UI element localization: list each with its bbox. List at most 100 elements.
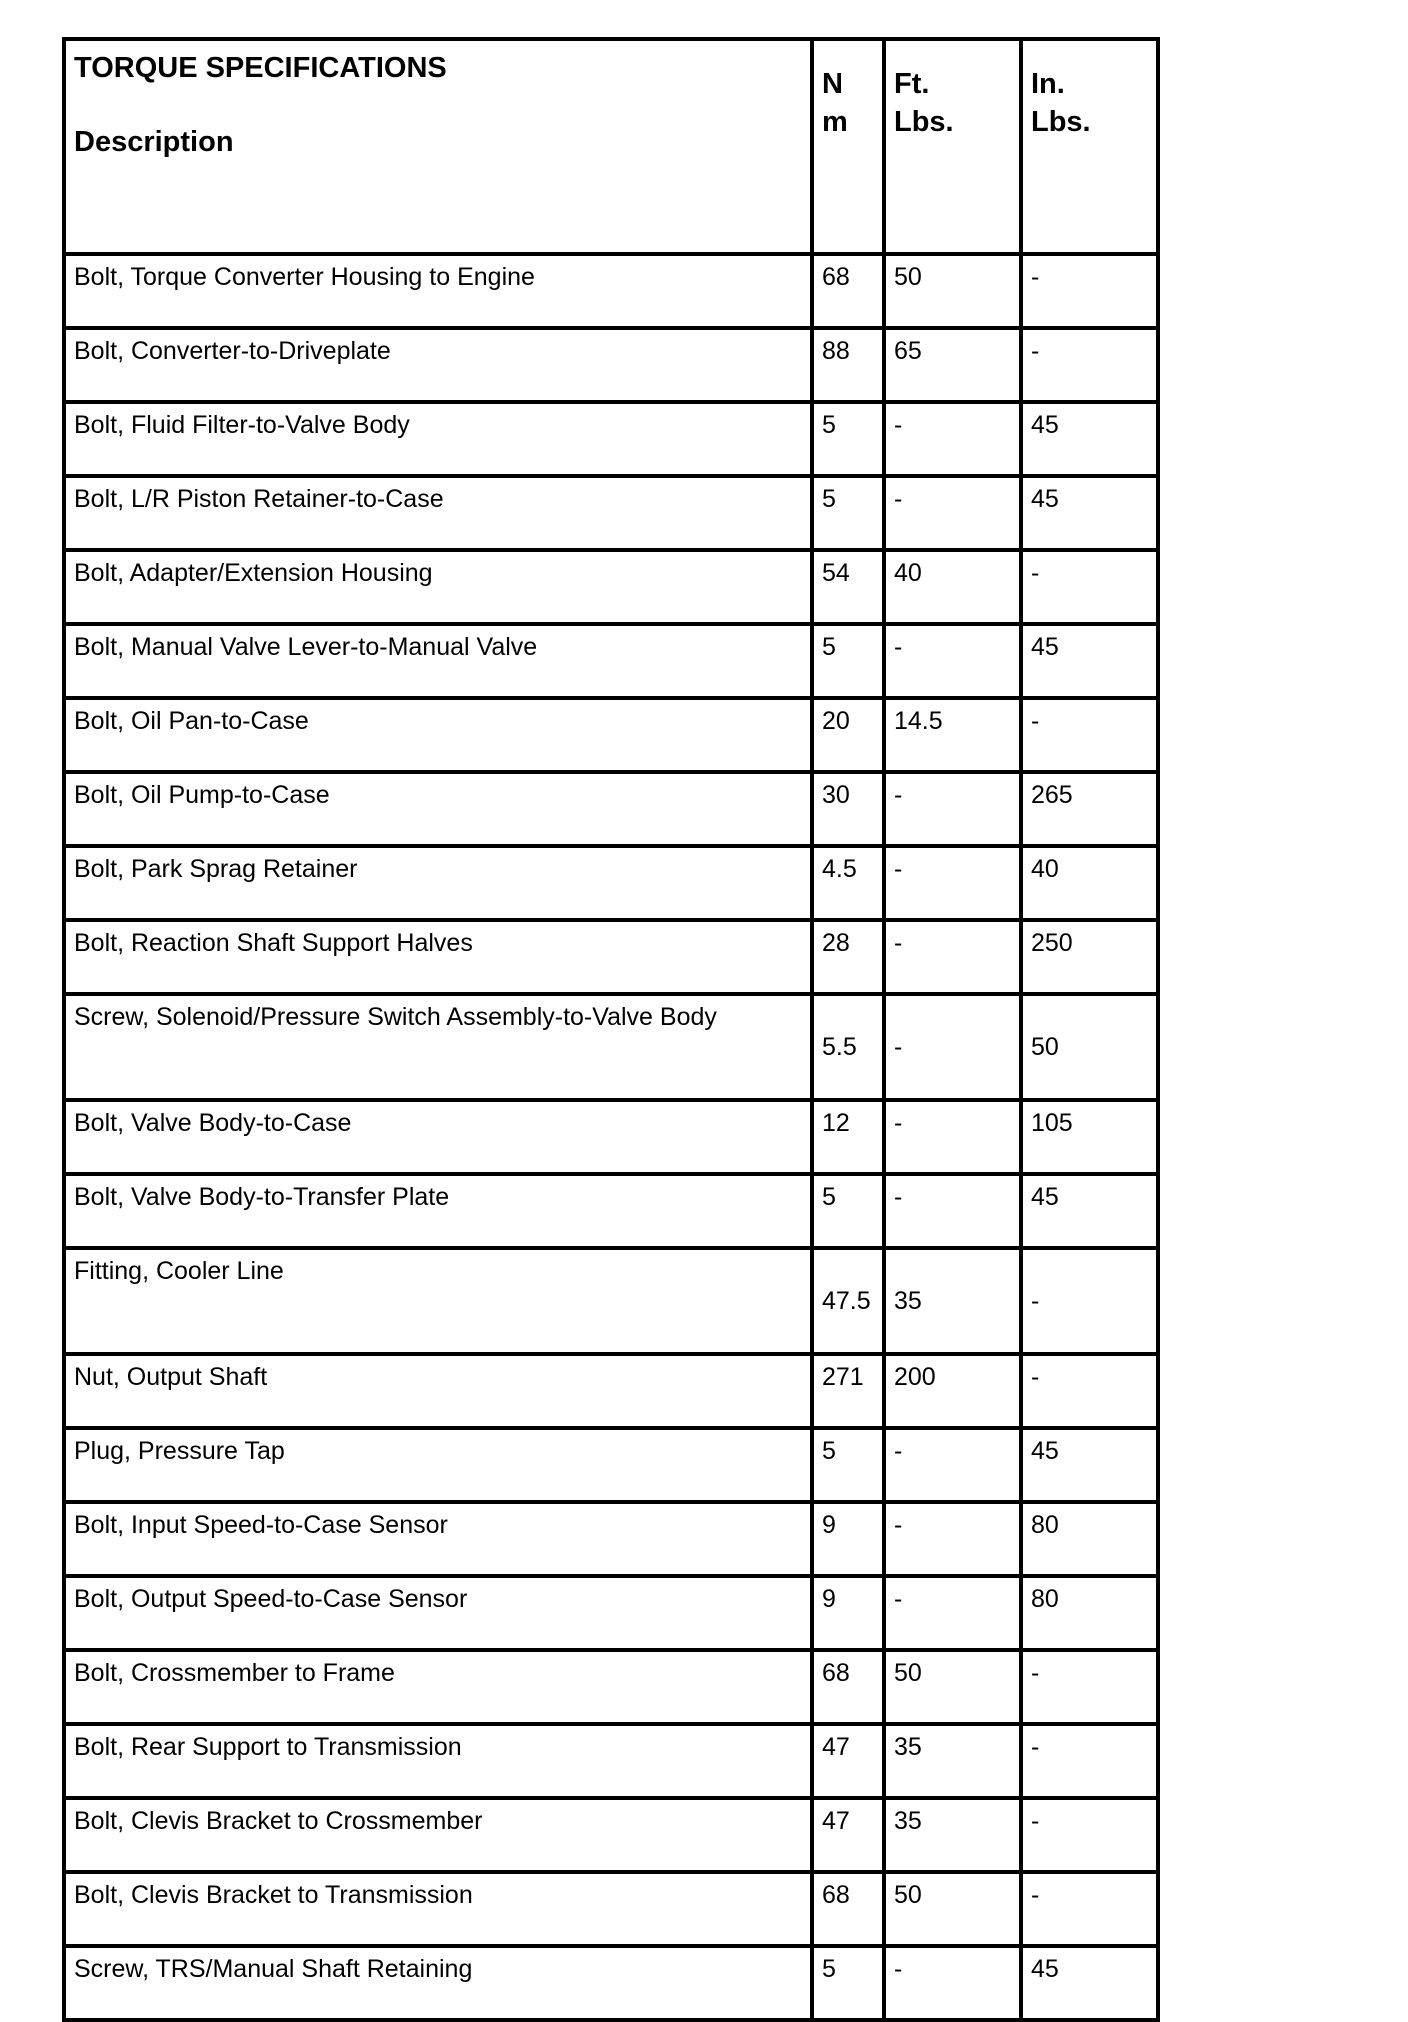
table-row: Screw, TRS/Manual Shaft Retaining 5-45 — [62, 1944, 1160, 2022]
nm-cell: 47.5 — [810, 1246, 886, 1356]
nm-cell: 271 — [810, 1352, 886, 1430]
table-row: Bolt, Clevis Bracket to Transmission 68 50… — [62, 1870, 1160, 1948]
nm-cell: 4.5 — [810, 844, 886, 922]
in-lbs-cell: 80 — [1019, 1574, 1160, 1652]
column-header-ft-lbs: Ft. Lbs. — [882, 37, 1023, 256]
ft-lbs-cell: 50 — [882, 252, 1023, 330]
table-row: Fitting, Cooler Line 47.5 35- — [62, 1246, 1160, 1356]
table-row: Bolt, Park Sprag Retainer 4.5-40 — [62, 844, 1160, 922]
ft-lbs-cell: - — [882, 622, 1023, 700]
description-cell: Screw, TRS/Manual Shaft Retaining — [62, 1944, 814, 2022]
description-cell: Bolt, Manual Valve Lever-to-Manual Valve — [62, 622, 814, 700]
description-cell: Bolt, L/R Piston Retainer-to-Case — [62, 474, 814, 552]
nm-cell: 47 — [810, 1796, 886, 1874]
in-lbs-cell: - — [1019, 1796, 1160, 1874]
ft-lbs-cell: - — [882, 1500, 1023, 1578]
description-cell: Bolt, Adapter/Extension Housing — [62, 548, 814, 626]
in-lbs-cell: 45 — [1019, 1172, 1160, 1250]
nm-cell: 30 — [810, 770, 886, 848]
description-cell: Bolt, Output Speed-to-Case Sensor — [62, 1574, 814, 1652]
ft-lbs-cell: 50 — [882, 1648, 1023, 1726]
description-cell: Bolt, Valve Body-to-Case — [62, 1098, 814, 1176]
table-row: Nut, Output Shaft 271 200- — [62, 1352, 1160, 1430]
in-lbs-cell: 45 — [1019, 1426, 1160, 1504]
nm-cell: 5 — [810, 400, 886, 478]
ft-lbs-cell: - — [882, 1098, 1023, 1176]
nm-cell: 9 — [810, 1500, 886, 1578]
ft-lbs-cell: 200 — [882, 1352, 1023, 1430]
description-cell: Bolt, Crossmember to Frame — [62, 1648, 814, 1726]
nm-cell: 20 — [810, 696, 886, 774]
nm-cell: 88 — [810, 326, 886, 404]
table-row: Bolt, Valve Body-to-Transfer Plate 5-45 — [62, 1172, 1160, 1250]
in-lbs-cell: - — [1019, 1870, 1160, 1948]
table-row: Bolt, Reaction Shaft Support Halves 28-25… — [62, 918, 1160, 996]
ft-lbs-cell: - — [882, 1172, 1023, 1250]
table-row: Plug, Pressure Tap 5-45 — [62, 1426, 1160, 1504]
column-header-in-lbs: In. Lbs. — [1019, 37, 1160, 256]
ft-lbs-cell: - — [882, 770, 1023, 848]
table-row: Bolt, Adapter/Extension Housing 54 40- — [62, 548, 1160, 626]
ft-lbs-cell: 65 — [882, 326, 1023, 404]
ft-lbs-cell: 35 — [882, 1796, 1023, 1874]
description-cell: Bolt, Fluid Filter-to-Valve Body — [62, 400, 814, 478]
table-row: Bolt, Crossmember to Frame 68 50- — [62, 1648, 1160, 1726]
header-row: TORQUE SPECIFICATIONS Description N m Ft… — [62, 37, 1160, 256]
nm-cell: 5 — [810, 1172, 886, 1250]
ft-lbs-cell: 40 — [882, 548, 1023, 626]
in-lbs-cell: - — [1019, 1722, 1160, 1800]
nm-cell: 9 — [810, 1574, 886, 1652]
in-lbs-cell: 80 — [1019, 1500, 1160, 1578]
description-cell: Bolt, Input Speed-to-Case Sensor — [62, 1500, 814, 1578]
ft-lbs-cell: - — [882, 918, 1023, 996]
ft-lbs-cell: - — [882, 1944, 1023, 2022]
in-lbs-cell: 40 — [1019, 844, 1160, 922]
nm-cell: 5 — [810, 622, 886, 700]
in-lbs-cell: - — [1019, 1648, 1160, 1726]
in-lbs-cell: - — [1019, 548, 1160, 626]
table-row: Bolt, Output Speed-to-Case Sensor 9-80 — [62, 1574, 1160, 1652]
nm-cell: 68 — [810, 1648, 886, 1726]
table-row: Bolt, Oil Pump-to-Case 30-265 — [62, 770, 1160, 848]
description-cell: Screw, Solenoid/Pressure Switch Assembly… — [62, 992, 814, 1102]
ft-lbs-cell: - — [882, 474, 1023, 552]
in-lbs-cell: 45 — [1019, 474, 1160, 552]
ft-lbs-cell: 50 — [882, 1870, 1023, 1948]
in-lbs-cell: 45 — [1019, 400, 1160, 478]
description-cell: Nut, Output Shaft — [62, 1352, 814, 1430]
nm-cell: 5.5 — [810, 992, 886, 1102]
ft-lbs-cell: - — [882, 844, 1023, 922]
table-row: Bolt, L/R Piston Retainer-to-Case 5-45 — [62, 474, 1160, 552]
in-lbs-cell: 105 — [1019, 1098, 1160, 1176]
ft-lbs-cell: 35 — [882, 1246, 1023, 1356]
description-cell: Bolt, Clevis Bracket to Transmission — [62, 1870, 814, 1948]
in-lbs-cell: - — [1019, 326, 1160, 404]
in-lbs-cell: - — [1019, 696, 1160, 774]
ft-lbs-cell: 14.5 — [882, 696, 1023, 774]
ft-lbs-cell: - — [882, 400, 1023, 478]
in-lbs-cell: 265 — [1019, 770, 1160, 848]
description-cell: Bolt, Reaction Shaft Support Halves — [62, 918, 814, 996]
torque-specifications-table: TORQUE SPECIFICATIONS Description N m Ft… — [62, 37, 1160, 2022]
nm-cell: 47 — [810, 1722, 886, 1800]
table-title: TORQUE SPECIFICATIONS — [74, 52, 447, 84]
nm-cell: 28 — [810, 918, 886, 996]
description-cell: Bolt, Converter-to-Driveplate — [62, 326, 814, 404]
table-row: Bolt, Valve Body-to-Case 12-105 — [62, 1098, 1160, 1176]
ft-lbs-cell: - — [882, 992, 1023, 1102]
table-row: Bolt, Oil Pan-to-Case 20 14.5- — [62, 696, 1160, 774]
description-cell: Bolt, Oil Pan-to-Case — [62, 696, 814, 774]
description-cell: Plug, Pressure Tap — [62, 1426, 814, 1504]
description-cell: Bolt, Clevis Bracket to Crossmember — [62, 1796, 814, 1874]
description-cell: Bolt, Oil Pump-to-Case — [62, 770, 814, 848]
table-row: Bolt, Manual Valve Lever-to-Manual Valve… — [62, 622, 1160, 700]
header-description-cell: TORQUE SPECIFICATIONS Description — [62, 37, 814, 256]
table-row: Bolt, Fluid Filter-to-Valve Body 5-45 — [62, 400, 1160, 478]
table-row: Bolt, Input Speed-to-Case Sensor 9-80 — [62, 1500, 1160, 1578]
nm-cell: 68 — [810, 1870, 886, 1948]
table-row: Bolt, Torque Converter Housing to Engine… — [62, 252, 1160, 330]
description-cell: Bolt, Park Sprag Retainer — [62, 844, 814, 922]
in-lbs-cell: 45 — [1019, 1944, 1160, 2022]
in-lbs-cell: - — [1019, 1352, 1160, 1430]
in-lbs-cell: 45 — [1019, 622, 1160, 700]
